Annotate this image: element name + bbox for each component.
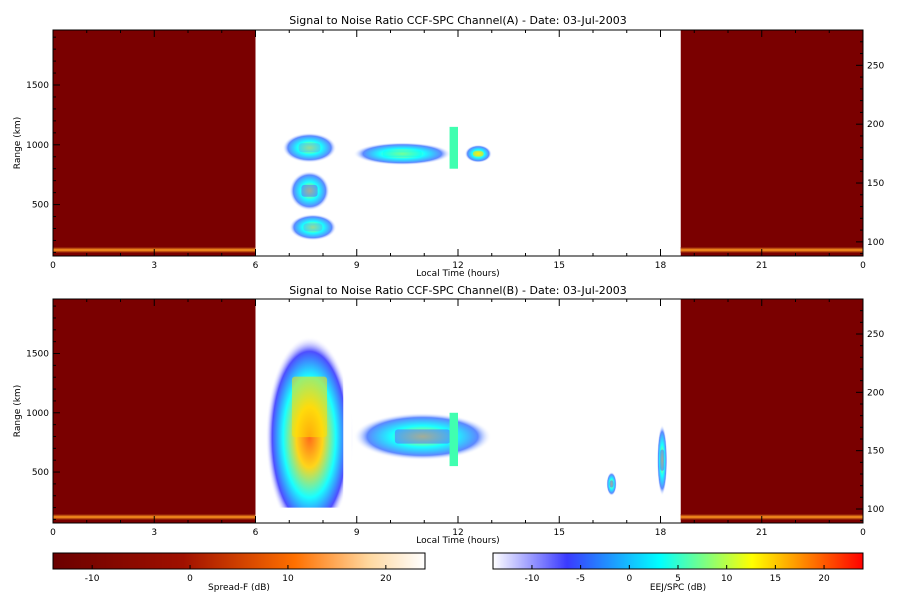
y-tick-label-left: 1000 [26, 141, 49, 151]
panel-a-xlabel: Local Time (hours) [416, 269, 499, 279]
panel-a-plot-area [53, 30, 863, 256]
x-tick-label: 0 [860, 528, 866, 538]
x-tick-label: 12 [452, 261, 463, 271]
night-block-0 [53, 299, 256, 523]
panel-a-ticks: 0 3 6 9 12 15 18 21 0 500 1000 1500 100 150 200 250 [26, 29, 884, 271]
y-tick-label-right: 250 [867, 330, 884, 340]
echo-column [449, 126, 458, 169]
echo-core [291, 376, 328, 438]
colorbar-tick-label: 10 [721, 574, 733, 584]
x-tick-label: 21 [756, 528, 767, 538]
panel-b-ylabel: Range (km) [13, 385, 23, 437]
x-tick-label: 3 [151, 261, 157, 271]
colorbar-eej-spc: -10 -5 0 5 10 15 20 EEJ/SPC (dB) [492, 552, 864, 593]
echo-core [609, 480, 614, 488]
colorbar-eej-spc-ticks: -10 -5 0 5 10 15 20 [525, 565, 830, 584]
colorbar-tick-label: -5 [576, 574, 585, 584]
panel-channel-b: Signal to Noise Ratio CCF-SPC Channel(B)… [13, 284, 884, 546]
colorbar-spread-f: -10 0 10 20 Spread-F (dB) [52, 552, 426, 593]
x-tick-label: 0 [50, 528, 56, 538]
night-floor-echo-1 [680, 247, 863, 253]
night-block-1 [680, 30, 863, 256]
x-tick-label: 0 [860, 261, 866, 271]
colorbar-tick-label: 20 [818, 574, 830, 584]
colorbar-tick-label: -10 [85, 574, 100, 584]
x-tick-label: 18 [655, 528, 667, 538]
y-tick-label-right: 200 [867, 120, 884, 130]
panel-b-xlabel: Local Time (hours) [416, 536, 499, 546]
panel-b-ticks: 0 3 6 9 12 15 18 21 0 500 1000 1500 100 150 200 250 [26, 298, 884, 538]
y-tick-label-left: 500 [32, 201, 49, 211]
panel-channel-a: Signal to Noise Ratio CCF-SPC Channel(A)… [13, 14, 884, 279]
x-tick-label: 12 [452, 528, 463, 538]
y-tick-label-right: 150 [867, 447, 884, 457]
colorbar-spread-f-ticks: -10 0 10 20 [85, 565, 392, 584]
colorbar-tick-label: 10 [282, 574, 294, 584]
echo-column [449, 412, 458, 467]
panel-b-title: Signal to Noise Ratio CCF-SPC Channel(B)… [289, 284, 627, 297]
y-tick-label-left: 1500 [26, 81, 49, 91]
night-block-1 [680, 299, 863, 523]
colorbar-tick-label: 20 [380, 574, 392, 584]
panel-b-echoes [265, 306, 668, 508]
x-tick-label: 9 [354, 261, 360, 271]
echo-core [660, 449, 665, 471]
y-tick-label-left: 500 [32, 468, 49, 478]
x-tick-label: 0 [50, 261, 56, 271]
y-tick-label-right: 100 [867, 505, 884, 515]
colorbar-tick-label: 0 [626, 574, 632, 584]
data-gap-stripe [343, 37, 352, 241]
echo-core [301, 184, 318, 197]
y-tick-label-right: 250 [867, 61, 884, 71]
panel-a-title: Signal to Noise Ratio CCF-SPC Channel(A)… [289, 14, 627, 27]
x-tick-label: 6 [253, 528, 259, 538]
data-gap-stripe [343, 306, 352, 508]
echo-core [298, 143, 321, 153]
panel-a-ylabel: Range (km) [13, 117, 23, 169]
panel-a-echoes [282, 37, 492, 241]
echo-core [382, 150, 422, 158]
colorbar-tick-label: 5 [675, 574, 681, 584]
night-floor-echo-1 [680, 514, 863, 520]
echo-core [472, 151, 484, 157]
night-block-0 [53, 30, 256, 256]
y-tick-label-right: 200 [867, 388, 884, 398]
echo-core [303, 223, 323, 232]
x-tick-label: 18 [655, 261, 667, 271]
colorbar-eej-spc-label: EEJ/SPC (dB) [650, 583, 706, 593]
x-tick-label: 6 [253, 261, 259, 271]
y-tick-label-left: 1000 [26, 409, 49, 419]
colorbar-tick-label: -10 [525, 574, 540, 584]
x-tick-label: 15 [554, 528, 565, 538]
x-tick-label: 3 [151, 528, 157, 538]
echo-core [394, 429, 451, 444]
x-tick-label: 21 [756, 261, 767, 271]
x-tick-label: 9 [354, 528, 360, 538]
colorbar-spread-f-gradient [52, 552, 426, 570]
panel-b-plot-area [53, 299, 863, 523]
colorbar-tick-label: 15 [770, 574, 781, 584]
colorbar-spread-f-label: Spread-F (dB) [208, 583, 270, 593]
y-tick-label-left: 1500 [26, 350, 49, 360]
y-tick-label-right: 150 [867, 179, 884, 189]
colorbar-tick-label: 0 [187, 574, 193, 584]
x-tick-label: 15 [554, 261, 565, 271]
y-tick-label-right: 100 [867, 238, 884, 248]
